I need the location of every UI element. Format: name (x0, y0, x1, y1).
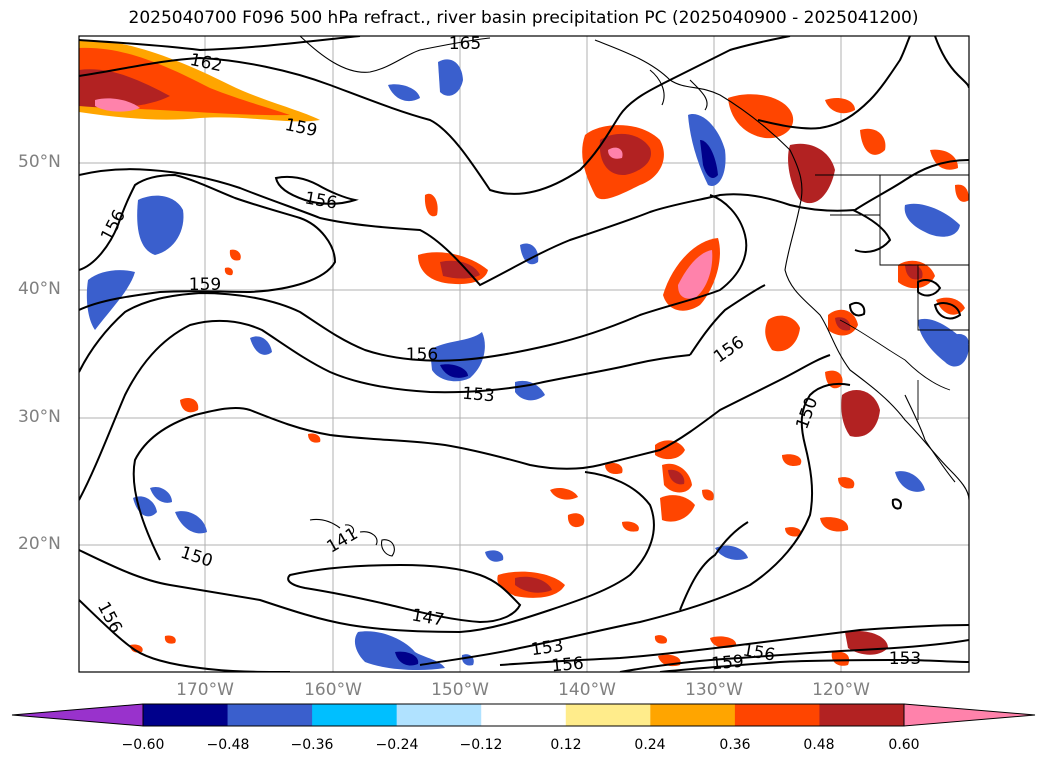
colorbar-segment (312, 704, 398, 726)
longitude-label: 130°W (685, 680, 743, 700)
latitude-label: 30°N (18, 407, 61, 427)
precip-positive-regions (79, 39, 969, 667)
colorbar-segment (565, 704, 651, 726)
colorbar-extend-high (903, 703, 1036, 727)
longitude-label: 120°W (812, 680, 870, 700)
colorbar-segment (143, 704, 229, 726)
colorbar-segment (227, 704, 313, 726)
refractivity-contours (79, 36, 969, 672)
map-frame (78, 35, 970, 673)
colorbar-tick-label: 0.12 (550, 737, 582, 753)
map-title: 2025040700 F096 500 hPa refract., river … (128, 8, 919, 28)
contour-label-group: 162 165 159 156 156 159 156 153 156 150 … (93, 34, 921, 677)
colorbar-segment (481, 704, 567, 726)
contour-label: 165 (449, 34, 481, 54)
colorbar-tick-label: −0.48 (206, 737, 250, 753)
colorbar-tick-label: −0.12 (459, 737, 503, 753)
contour-label: 153 (461, 384, 495, 407)
colorbar-tick-label: −0.60 (121, 737, 165, 753)
contour-label: 159 (189, 275, 221, 295)
latitude-label: 40°N (18, 279, 61, 299)
colorbar-tick-label: 0.24 (634, 737, 666, 753)
latitude-label: 50°N (18, 152, 61, 172)
colorbar-frame (142, 703, 905, 727)
contour-label: 156 (551, 654, 585, 677)
contour-label: 159 (711, 652, 745, 675)
colorbar-tick-label: 0.60 (888, 737, 920, 753)
colorbar-segment (819, 704, 905, 726)
contour-label: 153 (889, 649, 921, 669)
colorbar-tick-label: −0.36 (290, 737, 334, 753)
contour-label: 153 (530, 636, 565, 660)
longitude-label: 160°W (304, 680, 362, 700)
colorbar-segment (734, 704, 820, 726)
colorbar-tick-label: 0.48 (803, 737, 835, 753)
colorbar-tick-label: 0.36 (719, 737, 751, 753)
colorbar-extend-low (11, 703, 144, 727)
map-background (79, 36, 969, 672)
coastlines (299, 36, 969, 557)
longitude-label: 170°W (176, 680, 234, 700)
colorbar-segment (650, 704, 736, 726)
colorbar-segment (396, 704, 482, 726)
colorbar-tick-label: −0.24 (375, 737, 419, 753)
contour-label: 156 (406, 345, 438, 365)
longitude-label: 150°W (431, 680, 489, 700)
latitude-label: 20°N (18, 534, 61, 554)
longitude-label: 140°W (558, 680, 616, 700)
precip-negative-regions (86, 59, 969, 670)
